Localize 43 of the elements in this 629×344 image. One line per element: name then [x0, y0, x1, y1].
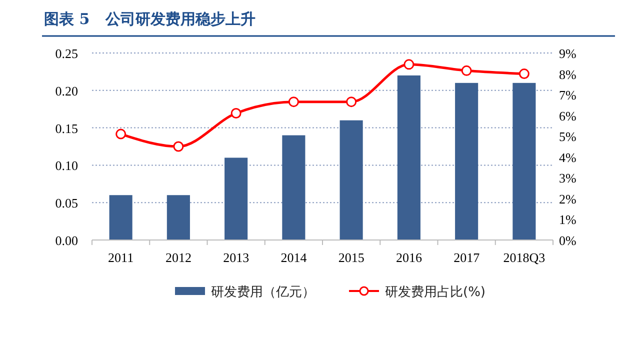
point: [230, 108, 242, 119]
x-tick-label: 2012: [165, 250, 192, 265]
point: [346, 96, 357, 108]
point: [518, 68, 530, 80]
bar: [282, 135, 306, 240]
bar: [340, 120, 363, 240]
y2-tick-label: 9%: [559, 46, 576, 61]
bar: [397, 75, 420, 240]
x-tick-label: 2014: [280, 250, 308, 265]
y2-tick-label: 2%: [559, 191, 576, 206]
chart-title: 图表 5 公司研发费用稳步上升: [44, 10, 256, 28]
y-tick-label: 0.00: [55, 233, 78, 248]
bar: [512, 82, 536, 240]
y-tick-label: 0.20: [55, 83, 78, 98]
y2-tick-label: 3%: [559, 170, 576, 186]
bar: [224, 158, 248, 240]
y-tick-label: 0.25: [55, 46, 78, 61]
y2-tick-label: 0%: [559, 233, 576, 248]
y2-tick-label: 5%: [559, 129, 576, 144]
point: [404, 59, 414, 70]
legend-label: 研发费用占比(%): [385, 285, 486, 300]
x-tick-label: 2013: [223, 250, 250, 265]
legend-label: 研发费用（亿元）: [211, 285, 315, 300]
y2-tick-label: 4%: [559, 150, 576, 165]
x-tick-label: 2015: [338, 250, 364, 265]
point: [288, 96, 299, 108]
y2-tick-label: 8%: [559, 66, 576, 82]
point: [116, 128, 126, 140]
x-tick-label: 2016: [396, 250, 422, 265]
y2-tick-label: 7%: [559, 88, 576, 103]
bar: [455, 82, 478, 240]
point: [173, 141, 184, 152]
y-tick-label: 0.15: [55, 120, 78, 136]
x-tick-label: 2017: [454, 250, 480, 265]
y-tick-label: 0.10: [55, 158, 78, 174]
bar: [109, 195, 132, 240]
y-tick-label: 0.05: [55, 196, 78, 211]
x-tick-label: 2011: [108, 250, 134, 265]
point: [461, 65, 472, 76]
y2-tick-label: 1%: [559, 212, 576, 228]
x-tick-label: 2018Q3: [503, 250, 546, 265]
y2-tick-label: 6%: [559, 108, 576, 124]
bar: [166, 195, 190, 240]
